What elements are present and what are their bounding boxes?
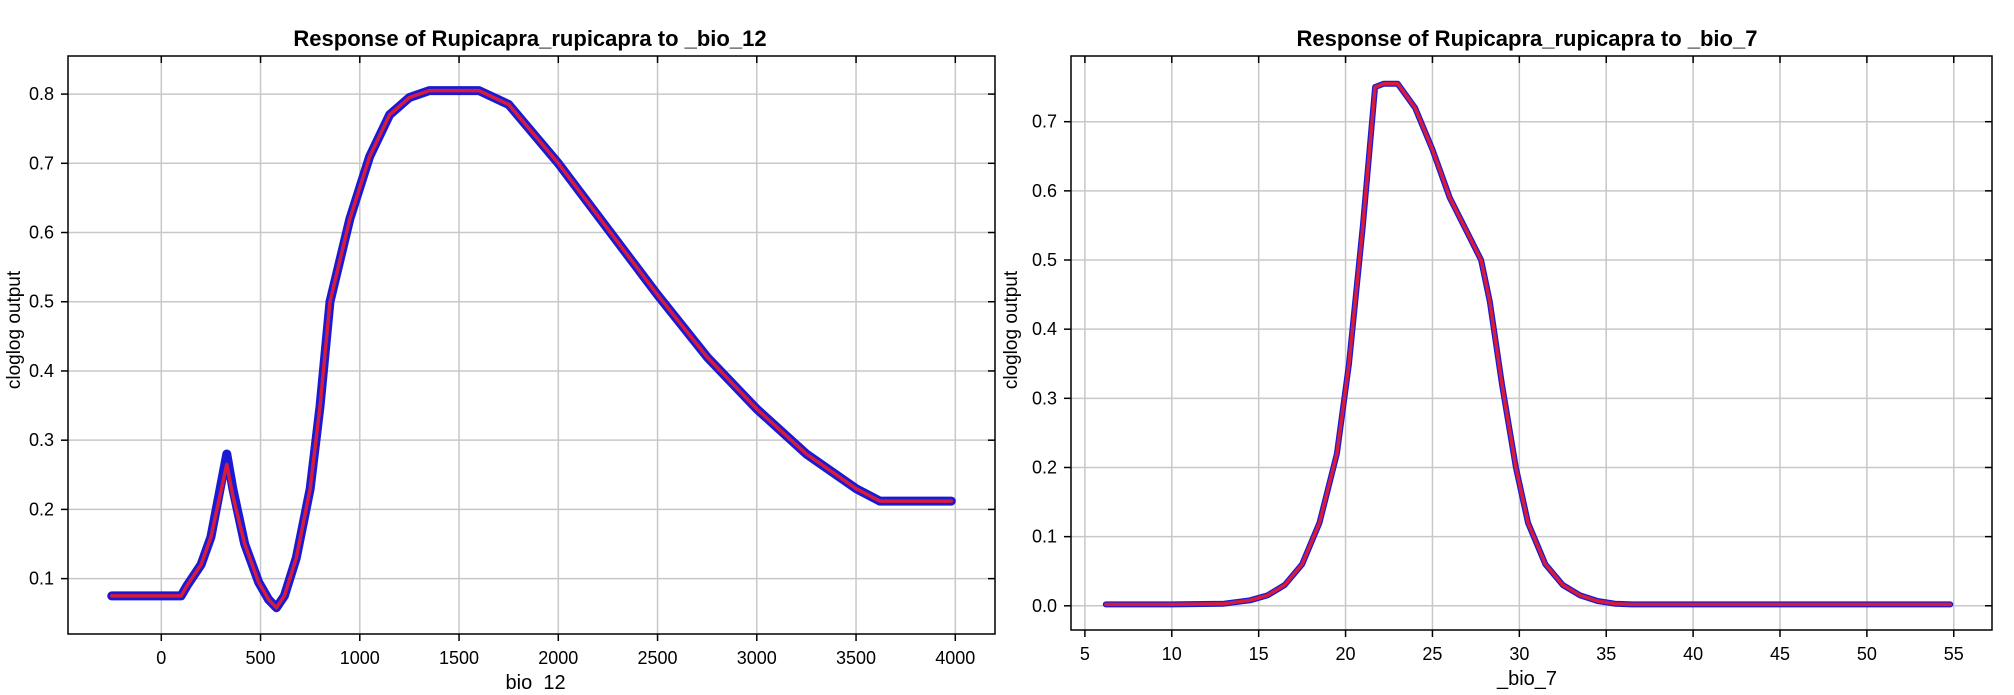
y-tick-label: 0.6: [29, 223, 54, 243]
y-axis: 0.1 0.2 0.3 0.4 0.5 0.6 0.7 0.8: [29, 84, 995, 589]
bio12-response-chart: Response of Rupicapra_rupicapra to _bio_…: [4, 26, 996, 694]
x-tick-label: 5: [1080, 644, 1090, 664]
x-tick-label: 2000: [538, 648, 578, 668]
chart-title: Response of Rupicapra_rupicapra to _bio_…: [1297, 26, 1758, 51]
x-axis-label: _bio_7: [1496, 668, 1557, 690]
x-tick-label: 500: [246, 648, 276, 668]
x-tick-label: 35: [1596, 644, 1616, 664]
y-tick-label: 0.5: [1032, 250, 1057, 270]
y-tick-label: 0.7: [1032, 112, 1057, 132]
x-tick-label: 30: [1509, 644, 1529, 664]
x-tick-label: 50: [1857, 644, 1877, 664]
x-tick-label: 2500: [638, 648, 678, 668]
x-tick-label: 20: [1336, 644, 1356, 664]
y-tick-label: 0.2: [29, 499, 54, 519]
x-tick-label: 25: [1422, 644, 1442, 664]
x-tick-label: 3000: [737, 648, 777, 668]
y-tick-label: 0.5: [29, 292, 54, 312]
x-tick-label: 10: [1162, 644, 1182, 664]
y-tick-label: 0.3: [29, 430, 54, 450]
y-tick-label: 0.4: [1032, 319, 1057, 339]
series-line-blue: [107, 86, 956, 613]
y-axis-label: cloglog output: [4, 270, 25, 389]
y-tick-label: 0.2: [1032, 457, 1057, 477]
x-tick-label: 4000: [935, 648, 975, 668]
y-tick-label: 0.3: [1032, 388, 1057, 408]
x-tick-label: 55: [1944, 644, 1964, 664]
x-axis: 5 10 15 20 25 30 35 40 45 50 55: [1080, 56, 1964, 664]
grid: [68, 56, 995, 634]
x-tick-label: 0: [156, 648, 166, 668]
x-tick-label: 1500: [439, 648, 479, 668]
x-tick-label: 3500: [836, 648, 876, 668]
y-axis-label: cloglog output: [1001, 270, 1022, 389]
y-tick-label: 0.0: [1032, 596, 1057, 616]
grid: [1071, 56, 1992, 630]
plot-frame: [1070, 55, 1993, 631]
chart-title: Response of Rupicapra_rupicapra to _bio_…: [293, 26, 766, 51]
y-axis: 0.0 0.1 0.2 0.3 0.4 0.5 0.6 0.7: [1032, 112, 1992, 616]
x-tick-label: 15: [1249, 644, 1269, 664]
y-tick-label: 0.1: [29, 569, 54, 589]
x-axis: 0 500 1000 1500 2000 2500 3000 3500 4000: [156, 56, 975, 668]
x-axis-label: _bio_12: [493, 672, 565, 690]
y-tick-label: 0.6: [1032, 181, 1057, 201]
series-line-red: [109, 88, 954, 610]
y-tick-label: 0.7: [29, 153, 54, 173]
x-tick-label: 40: [1683, 644, 1703, 664]
x-tick-label: 45: [1770, 644, 1790, 664]
bio7-response-chart: Response of Rupicapra_rupicapra to _bio_…: [1001, 26, 1993, 690]
x-tick-label: 1000: [340, 648, 380, 668]
plot-frame: [67, 55, 996, 635]
y-tick-label: 0.4: [29, 361, 54, 381]
y-tick-label: 0.1: [1032, 527, 1057, 547]
y-tick-label: 0.8: [29, 84, 54, 104]
series-line-red: [1104, 81, 1953, 607]
